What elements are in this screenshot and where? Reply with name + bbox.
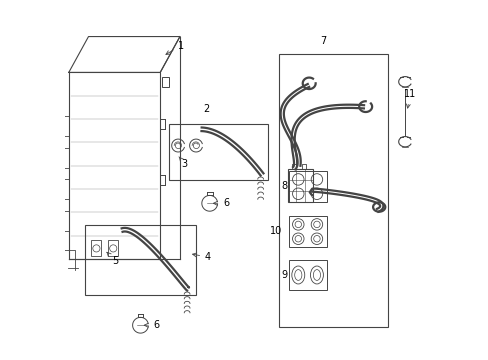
Bar [162, 77, 169, 87]
Bar [287, 170, 313, 202]
Bar [289, 260, 326, 290]
Text: 2: 2 [203, 104, 209, 114]
Text: 6: 6 [144, 320, 159, 330]
Text: 10: 10 [269, 226, 282, 237]
Text: 6: 6 [213, 198, 229, 208]
Bar [289, 171, 326, 202]
Bar [62, 211, 69, 231]
Bar [289, 216, 326, 247]
Text: 1: 1 [165, 41, 184, 54]
Text: 8: 8 [281, 181, 287, 192]
Bar [62, 116, 69, 136]
Bar [62, 180, 69, 199]
Text: 11: 11 [403, 89, 415, 108]
Text: 9: 9 [281, 270, 287, 280]
Text: 4: 4 [192, 252, 211, 262]
Text: 5: 5 [107, 252, 118, 266]
Bar [85, 225, 196, 295]
Bar [278, 54, 387, 327]
Bar [62, 148, 69, 167]
Text: 7: 7 [320, 36, 326, 45]
Text: 3: 3 [179, 157, 187, 169]
Bar [169, 125, 267, 180]
Bar [91, 240, 101, 256]
Bar [108, 240, 118, 256]
